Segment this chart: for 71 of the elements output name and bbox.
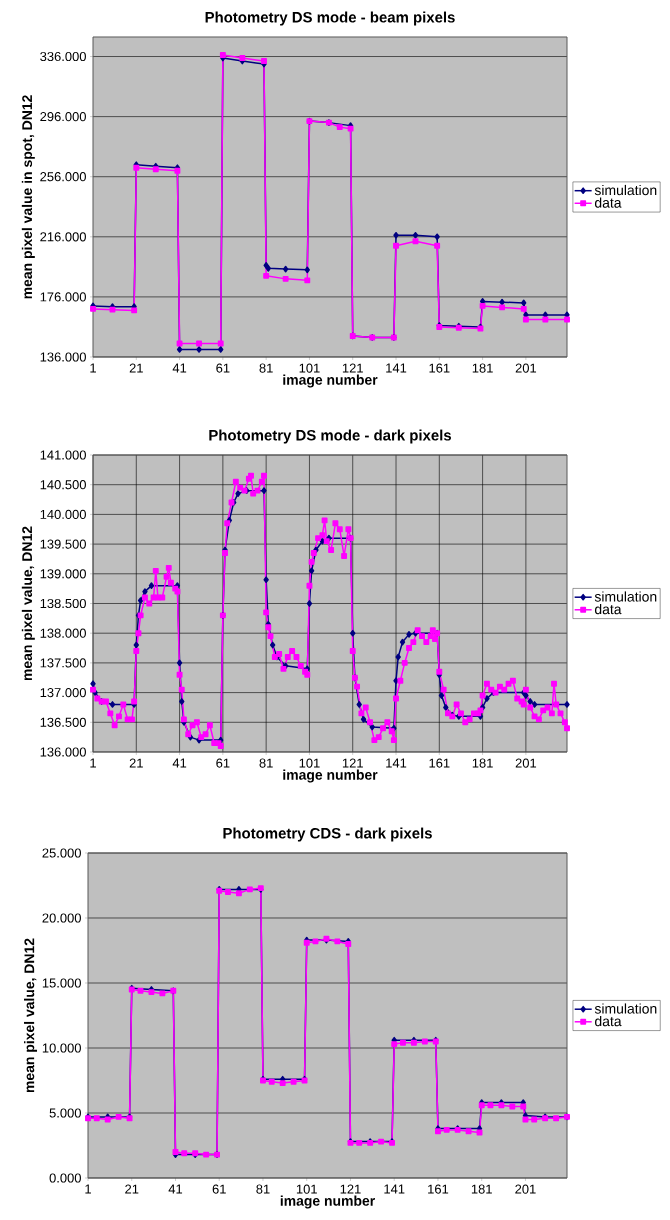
x-tick-label: 101 — [296, 1184, 317, 1194]
x-tick-label: 21 — [125, 1184, 139, 1194]
x-axis-title: image number — [280, 1195, 375, 1209]
y-tick-label: 141.000 — [40, 450, 86, 460]
y-tick-label: 20.000 — [42, 913, 81, 923]
x-tick-label: 21 — [129, 363, 143, 373]
y-tick-label: 176.000 — [40, 292, 86, 302]
x-tick-label: 141 — [386, 758, 407, 768]
y-tick-label: 140.500 — [40, 480, 86, 490]
y-tick-label: 136.500 — [40, 717, 86, 727]
x-tick-label: 161 — [429, 758, 450, 768]
y-tick-label: 139.000 — [40, 569, 86, 579]
y-tick-label: 256.000 — [40, 172, 86, 182]
y-tick-label: 0.000 — [49, 1173, 81, 1183]
y-axis-title: mean pixel value, DN12 — [24, 938, 38, 1093]
x-axis-title: image number — [283, 374, 378, 388]
x-tick-label: 61 — [212, 1184, 226, 1194]
y-tick-label: 137.000 — [40, 688, 86, 698]
x-tick-label: 201 — [515, 363, 537, 373]
y-tick-label: 216.000 — [40, 232, 86, 242]
x-tick-label: 121 — [342, 363, 363, 373]
x-tick-label: 1 — [90, 363, 96, 373]
x-tick-label: 201 — [515, 758, 537, 768]
x-tick-label: 181 — [472, 758, 493, 768]
legend-label: simulation — [594, 591, 657, 602]
x-tick-label: 81 — [259, 758, 273, 768]
y-axis-title: mean pixel value, DN12 — [21, 526, 35, 681]
x-tick-label: 181 — [471, 1184, 492, 1194]
legend-label: data — [595, 1015, 622, 1027]
y-tick-label: 15.000 — [42, 978, 81, 988]
x-tick-label: 81 — [259, 363, 273, 373]
x-tick-label: 141 — [386, 363, 407, 373]
x-tick-label: 161 — [428, 1184, 449, 1194]
x-tick-label: 1 — [85, 1184, 91, 1194]
y-axis-title: mean pixel value in spot, DN12 — [21, 95, 35, 299]
x-tick-label: 61 — [216, 758, 230, 768]
legend-label: simulation — [594, 1003, 657, 1014]
x-tick-label: 61 — [216, 363, 230, 373]
y-tick-label: 10.000 — [42, 1043, 81, 1053]
y-tick-label: 296.000 — [40, 112, 86, 122]
y-tick-label: 139.500 — [40, 539, 86, 549]
chart-title: Photometry DS mode - beam pixels — [205, 11, 455, 26]
x-tick-label: 1 — [90, 758, 96, 768]
x-tick-label: 101 — [299, 758, 320, 768]
x-tick-label: 141 — [384, 1184, 405, 1194]
x-tick-label: 161 — [429, 363, 450, 373]
y-tick-label: 336.000 — [40, 51, 86, 62]
y-tick-label: 25.000 — [42, 848, 81, 858]
x-tick-label: 41 — [168, 1184, 183, 1194]
x-tick-label: 121 — [342, 758, 363, 768]
y-tick-label: 140.000 — [40, 509, 86, 519]
y-tick-label: 137.500 — [40, 658, 86, 668]
legend-label: simulation — [594, 184, 657, 196]
x-tick-label: 41 — [172, 363, 187, 373]
x-axis-title: image number — [283, 769, 378, 783]
x-tick-label: 201 — [515, 1184, 536, 1194]
y-tick-label: 138.000 — [40, 628, 86, 638]
y-tick-label: 136.000 — [40, 747, 86, 757]
legend-label: data — [594, 197, 622, 208]
x-tick-label: 81 — [256, 1184, 270, 1194]
x-tick-label: 181 — [472, 363, 493, 373]
y-tick-label: 136.000 — [40, 352, 86, 362]
legend-label: data — [594, 603, 622, 615]
x-tick-label: 121 — [340, 1184, 361, 1194]
y-tick-label: 5.000 — [49, 1108, 81, 1118]
x-tick-label: 101 — [299, 363, 320, 373]
x-tick-label: 21 — [129, 758, 143, 768]
x-tick-label: 41 — [172, 758, 187, 768]
y-tick-label: 138.500 — [40, 598, 86, 609]
chart-title: Photometry DS mode - dark pixels — [209, 429, 452, 444]
chart-title: Photometry CDS - dark pixels — [223, 827, 432, 842]
